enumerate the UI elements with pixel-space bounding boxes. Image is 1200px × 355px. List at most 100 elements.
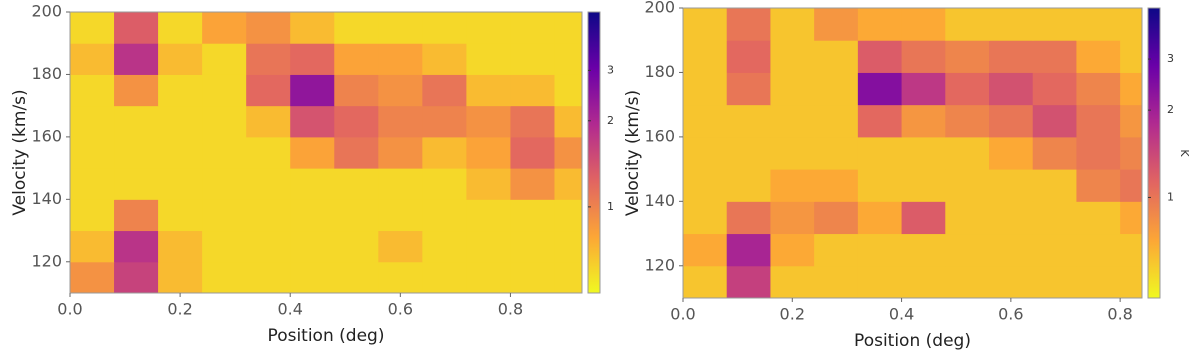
cell (945, 265, 990, 298)
cell (726, 40, 771, 73)
cell (1032, 104, 1077, 138)
cell (1032, 233, 1077, 267)
cell (554, 261, 582, 293)
cell (554, 74, 582, 107)
colorbar-tick-label: 1 (1167, 190, 1174, 203)
cell (1032, 265, 1077, 298)
cell (945, 104, 990, 138)
cell (246, 199, 291, 232)
cell (770, 201, 815, 235)
cell (114, 136, 159, 169)
cell (857, 104, 903, 138)
cell (422, 43, 467, 75)
cell (378, 74, 423, 107)
x-tick-label: 0.4 (277, 300, 302, 319)
cell (901, 233, 946, 267)
cell (466, 74, 511, 107)
cell (1120, 233, 1142, 267)
cell (158, 43, 203, 75)
cell (246, 136, 291, 169)
y-axis-label: Velocity (km/s) (623, 90, 643, 216)
cell (989, 265, 1034, 298)
cell (770, 72, 815, 106)
cell (945, 169, 990, 202)
cell (246, 12, 291, 44)
cell (114, 12, 159, 44)
x-tick-label: 0.4 (889, 305, 914, 324)
cell (901, 136, 946, 170)
cell (510, 199, 555, 232)
cell (857, 169, 903, 202)
cell (901, 169, 946, 202)
cell (334, 43, 379, 75)
cell (246, 230, 291, 263)
cell (202, 230, 247, 263)
cell (1120, 169, 1142, 202)
cell (857, 233, 903, 267)
cell (726, 104, 771, 138)
cell (158, 12, 203, 44)
cell (290, 74, 335, 107)
x-tick-label: 0.2 (780, 305, 805, 324)
cell (1120, 265, 1142, 298)
cell (945, 40, 990, 73)
colorbar-tick-label: 3 (1167, 52, 1174, 65)
colorbar-tick-label: 1 (607, 200, 614, 213)
cell (290, 43, 335, 75)
cell (945, 136, 990, 170)
cell (554, 230, 582, 263)
cell (246, 105, 291, 138)
cell (466, 12, 511, 44)
cell (1076, 201, 1121, 235)
colorbar-tick-label: 2 (1167, 103, 1174, 116)
cell (770, 169, 815, 202)
cell (989, 233, 1034, 267)
cell (246, 43, 291, 75)
cell (510, 105, 555, 138)
cell (466, 261, 511, 293)
cell (1032, 169, 1077, 202)
cell (726, 201, 771, 235)
heatmap (70, 12, 582, 293)
cell (378, 261, 423, 293)
cell (114, 168, 159, 200)
y-axis-label: Velocity (km/s) (10, 89, 30, 215)
y-tick-label: 180 (644, 62, 675, 81)
cell (334, 12, 379, 44)
cell (770, 104, 815, 138)
cell (202, 74, 247, 107)
cell (466, 43, 511, 75)
cell (334, 199, 379, 232)
cell (378, 43, 423, 75)
cell (422, 261, 467, 293)
cell (202, 199, 247, 232)
cell (901, 8, 946, 41)
cell (770, 136, 815, 170)
cell (554, 105, 582, 138)
y-tick-label: 140 (31, 189, 62, 208)
cell (989, 72, 1034, 106)
x-axis-label: Position (deg) (268, 326, 385, 346)
cell (290, 12, 335, 44)
colorbar (1147, 7, 1161, 299)
cell (683, 265, 728, 298)
cell (246, 74, 291, 107)
x-tick-label: 0.0 (670, 305, 695, 324)
cell (422, 230, 467, 263)
cell (554, 12, 582, 44)
cell (770, 233, 815, 267)
cell (290, 230, 335, 263)
cell (70, 43, 115, 75)
cell (70, 105, 115, 138)
colorbar-tick-label: 3 (607, 63, 614, 76)
cell (334, 105, 379, 138)
cell (945, 72, 990, 106)
cell (1076, 233, 1121, 267)
cell (1120, 72, 1142, 106)
cell (202, 261, 247, 293)
y-tick-label: 160 (31, 126, 62, 145)
cell (466, 230, 511, 263)
cell (290, 168, 335, 200)
cell (158, 199, 203, 232)
